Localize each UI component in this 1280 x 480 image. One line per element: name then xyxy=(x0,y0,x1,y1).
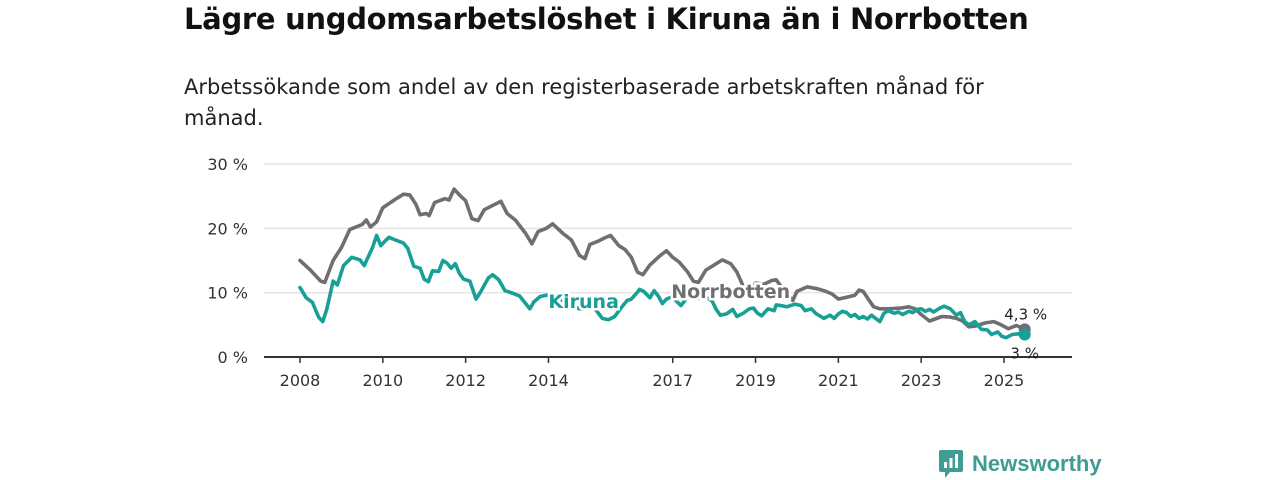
x-tick-label: 2025 xyxy=(984,371,1025,390)
x-tick-label: 2014 xyxy=(528,371,569,390)
y-tick-label: 20 % xyxy=(207,219,248,238)
grid-lines xyxy=(264,163,1072,358)
y-tick-label: 10 % xyxy=(207,284,248,303)
series-line-norrbotten xyxy=(298,187,1027,332)
chart-title: Lägre ungdomsarbetslöshet i Kiruna än i … xyxy=(184,2,1029,36)
x-tick-label: 2008 xyxy=(280,371,321,390)
brand-name: Newsworthy xyxy=(972,451,1102,476)
series-label-norrbotten: Norrbotten xyxy=(671,281,790,303)
x-tick-label: 2019 xyxy=(735,371,776,390)
series-label-kiruna: Kiruna xyxy=(548,291,618,313)
end-value-label-norrbotten: 4,3 % xyxy=(1004,305,1047,323)
x-tick-label: 2010 xyxy=(362,371,403,390)
y-axis-tick-labels: 0 % 10 % 20 % 30 % xyxy=(207,155,248,367)
y-tick-label: 0 % xyxy=(218,348,248,367)
series-labels: Norrbotten Kiruna 4,3 % 3 % xyxy=(546,278,1047,362)
y-tick-label: 30 % xyxy=(207,155,248,174)
x-tick-label: 2023 xyxy=(901,371,942,390)
x-tick-label: 2012 xyxy=(445,371,486,390)
series-lines xyxy=(298,187,1031,341)
end-value-label-kiruna: 3 % xyxy=(1010,344,1039,362)
x-tick-label: 2017 xyxy=(652,371,693,390)
chart-subtitle: Arbetssökande som andel av den registerb… xyxy=(184,75,984,130)
end-marker-kiruna xyxy=(1018,328,1031,341)
newsworthy-logo-icon xyxy=(939,450,963,478)
x-axis-tick-labels: 2008 2010 2012 2014 2017 2019 2021 2023 2025 xyxy=(280,357,1025,390)
newsworthy-logo: Newsworthy xyxy=(938,449,1102,479)
x-tick-label: 2021 xyxy=(818,371,859,390)
series-line-kiruna xyxy=(298,233,1027,340)
